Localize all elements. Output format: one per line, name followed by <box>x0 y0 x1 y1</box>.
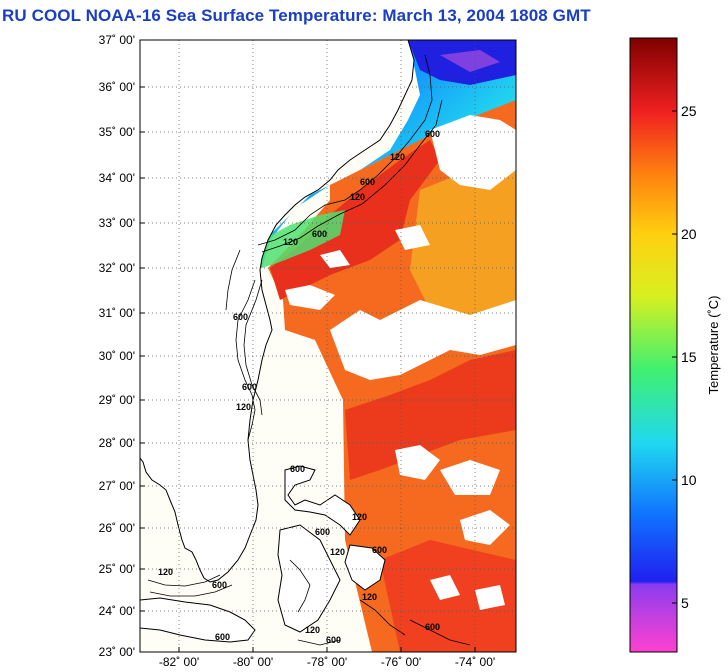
cloud-patches <box>285 115 516 610</box>
sst-orange-area <box>410 160 516 330</box>
lat-label: 27˚ 00' <box>99 479 135 493</box>
contour-label: 120 <box>236 402 251 412</box>
lat-label: 29˚ 00' <box>99 393 135 407</box>
lon-label: -82˚ 00' <box>159 655 199 669</box>
contour-label: 600 <box>215 632 230 642</box>
contour-label: 120 <box>350 192 365 202</box>
map-title: RU COOL NOAA-16 Sea Surface Temperature:… <box>2 6 591 25</box>
contour-label: 120 <box>158 567 173 577</box>
contour-label: 600 <box>315 527 330 537</box>
latitude-labels: 37˚ 00' 36˚ 00' 35˚ 00' 34˚ 00' 33˚ 00' … <box>99 33 135 659</box>
contour-label: 120 <box>352 512 367 522</box>
contour-label: 600 <box>360 177 375 187</box>
colorbar-tick-label: 20 <box>681 226 697 242</box>
contour-label: 600 <box>326 635 341 645</box>
colorbar-axis-label: Temperature (˚C) <box>706 296 721 395</box>
lat-label: 34˚ 00' <box>99 171 135 185</box>
us-coastline <box>140 40 415 583</box>
colorbar-tick-label: 10 <box>681 472 697 488</box>
contour-label: 600 <box>212 580 227 590</box>
colorbar-tick-label: 15 <box>681 349 697 365</box>
lat-label: 25˚ 00' <box>99 562 135 576</box>
colorbar: 25 20 15 10 5 Temperature (˚C) <box>629 37 721 653</box>
colorbar-tick-label: 5 <box>681 595 689 611</box>
lat-label: 24˚ 00' <box>99 604 135 618</box>
map-frame <box>139 39 517 653</box>
bathymetry-contours <box>147 54 471 646</box>
contour-label: 600 <box>312 229 327 239</box>
lat-label: 30˚ 00' <box>99 349 135 363</box>
lat-label: 23˚ 00' <box>99 645 135 659</box>
contour-label: 120 <box>362 592 377 602</box>
lat-label: 31˚ 00' <box>99 306 135 320</box>
lon-label: -76˚ 00' <box>381 655 421 669</box>
contour-label: 600 <box>242 382 257 392</box>
contour-label: 600 <box>233 312 248 322</box>
lon-label: -74˚ 00' <box>455 655 495 669</box>
lat-label: 35˚ 00' <box>99 125 135 139</box>
lon-label: -80˚ 00' <box>233 655 273 669</box>
colorbar-gradient <box>629 37 678 653</box>
contour-label: 600 <box>290 464 305 474</box>
colorbar-tick-label: 25 <box>681 103 697 119</box>
contour-labels: 600 120 600 120 600 120 600 120 600 120 … <box>158 129 440 645</box>
contour-label: 600 <box>425 129 440 139</box>
axis-ticks <box>140 86 476 652</box>
sst-gulfstream-band <box>270 140 440 300</box>
bahamas-south <box>277 524 341 633</box>
contour-label: 120 <box>283 237 298 247</box>
contour-label: 120 <box>330 547 345 557</box>
lat-label: 37˚ 00' <box>99 33 135 47</box>
lat-label: 28˚ 00' <box>99 436 135 450</box>
contour-label: 600 <box>425 622 440 632</box>
lat-label: 32˚ 00' <box>99 261 135 275</box>
lon-label: -78˚ 00' <box>307 655 347 669</box>
sst-red-band <box>345 350 516 480</box>
lat-label: 33˚ 00' <box>99 216 135 230</box>
contour-label: 600 <box>372 545 387 555</box>
lat-label: 36˚ 00' <box>99 80 135 94</box>
bahamas-east <box>344 544 386 591</box>
longitude-labels: -82˚ 00' -80˚ 00' -78˚ 00' -76˚ 00' -74˚… <box>159 655 495 669</box>
cuba-coastline <box>140 597 256 643</box>
contour-label: 120 <box>390 152 405 162</box>
bahamas-north <box>284 465 361 536</box>
contour-label: 120 <box>305 625 320 635</box>
sst-northern-purple <box>440 50 500 72</box>
sst-green-shelf <box>262 210 345 268</box>
sst-cold-shelf <box>252 40 516 270</box>
graticule <box>140 40 516 652</box>
lat-label: 26˚ 00' <box>99 521 135 535</box>
